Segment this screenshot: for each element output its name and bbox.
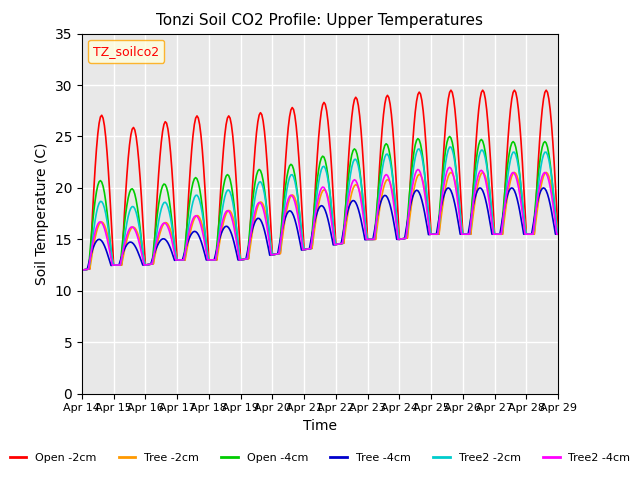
Tree -4cm xyxy=(554,231,562,237)
Open -2cm xyxy=(78,267,86,273)
Open -4cm xyxy=(554,231,562,237)
Tree2 -2cm xyxy=(166,215,174,221)
Tree -2cm xyxy=(554,231,562,237)
Open -4cm xyxy=(365,237,372,242)
Open -2cm xyxy=(376,165,383,170)
Open -4cm xyxy=(376,176,383,181)
Open -2cm xyxy=(554,231,562,237)
Tree -4cm xyxy=(365,237,372,242)
Open -2cm xyxy=(447,87,455,93)
Tree2 -4cm xyxy=(365,237,372,242)
Tree -4cm xyxy=(78,267,86,273)
Open -2cm xyxy=(365,237,372,242)
Tree -4cm xyxy=(166,246,174,252)
Open -4cm xyxy=(497,231,505,237)
Tree2 -4cm xyxy=(78,267,86,273)
Line: Tree2 -4cm: Tree2 -4cm xyxy=(82,168,558,270)
Open -4cm xyxy=(446,133,454,139)
Tree -4cm xyxy=(497,223,505,229)
Tree2 -4cm xyxy=(497,231,505,237)
Tree2 -2cm xyxy=(365,237,372,242)
Tree -2cm xyxy=(166,228,174,233)
Title: Tonzi Soil CO2 Profile: Upper Temperatures: Tonzi Soil CO2 Profile: Upper Temperatur… xyxy=(157,13,483,28)
Tree -4cm xyxy=(92,240,99,246)
Tree2 -2cm xyxy=(497,231,505,237)
Line: Tree -2cm: Tree -2cm xyxy=(82,172,558,270)
Line: Tree2 -2cm: Tree2 -2cm xyxy=(82,147,558,270)
Tree2 -2cm xyxy=(554,231,562,237)
X-axis label: Time: Time xyxy=(303,419,337,433)
Legend: Open -2cm, Tree -2cm, Open -4cm, Tree -4cm, Tree2 -2cm, Tree2 -4cm: Open -2cm, Tree -2cm, Open -4cm, Tree -4… xyxy=(5,448,635,467)
Tree2 -4cm xyxy=(349,178,357,184)
Tree2 -2cm xyxy=(349,159,357,165)
Line: Tree -4cm: Tree -4cm xyxy=(82,188,558,270)
Open -4cm xyxy=(78,267,86,273)
Tree -2cm xyxy=(78,267,86,273)
Line: Open -4cm: Open -4cm xyxy=(82,136,558,270)
Tree2 -2cm xyxy=(92,217,99,223)
Tree2 -4cm xyxy=(376,195,383,201)
Line: Open -2cm: Open -2cm xyxy=(82,90,558,270)
Open -2cm xyxy=(166,149,174,155)
Open -4cm xyxy=(166,206,174,212)
Tree2 -2cm xyxy=(446,144,454,150)
Tree2 -4cm xyxy=(166,232,174,238)
Tree -2cm xyxy=(447,169,455,175)
Open -4cm xyxy=(92,197,99,203)
Tree -4cm xyxy=(349,198,357,204)
Tree2 -4cm xyxy=(92,229,99,235)
Tree -4cm xyxy=(376,204,383,209)
Open -2cm xyxy=(349,104,357,109)
Tree2 -2cm xyxy=(376,188,383,194)
Tree2 -4cm xyxy=(446,165,454,170)
Tree2 -4cm xyxy=(554,231,562,237)
Open -2cm xyxy=(497,231,505,237)
Tree -2cm xyxy=(92,235,99,240)
Open -2cm xyxy=(92,165,99,170)
Open -4cm xyxy=(349,148,357,154)
Tree -2cm xyxy=(497,231,505,237)
Tree -2cm xyxy=(365,237,372,242)
Y-axis label: Soil Temperature (C): Soil Temperature (C) xyxy=(35,143,49,285)
Tree -2cm xyxy=(376,207,383,213)
Tree -2cm xyxy=(349,186,357,192)
Tree -4cm xyxy=(444,185,452,191)
Tree2 -2cm xyxy=(78,267,86,273)
